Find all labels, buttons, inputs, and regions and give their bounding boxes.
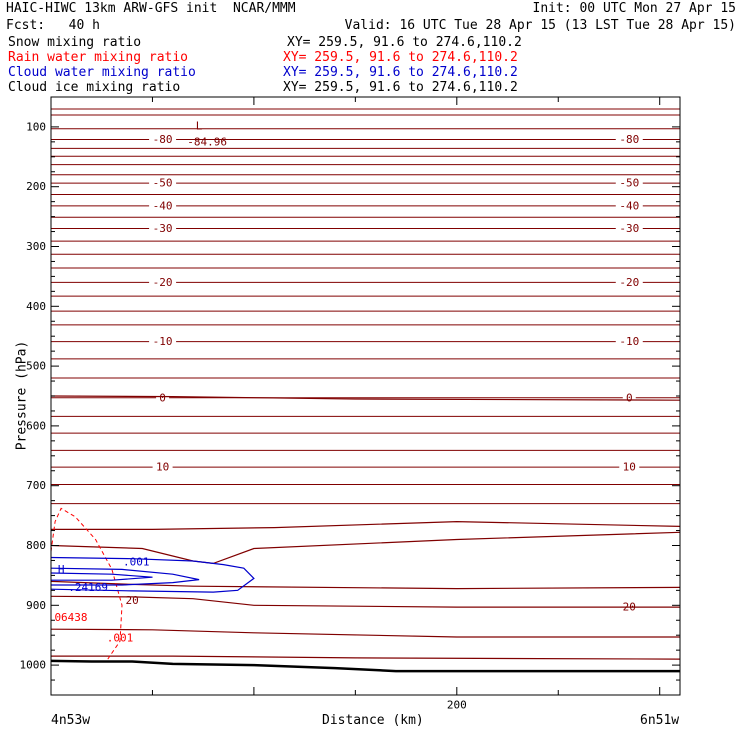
rain-water-contour: [50, 507, 123, 660]
isotherm-label: -80: [153, 133, 173, 146]
isotherm-label: 10: [623, 461, 636, 474]
init-time: Init: 00 UTC Mon 27 Apr 15: [532, 1, 737, 16]
legend-label-snow: Snow mixing ratio: [8, 35, 142, 50]
isotherm-curve: [51, 520, 681, 530]
rain-water-max-label: 06438: [54, 611, 87, 624]
isotherm-label: -10: [619, 335, 639, 348]
terrain-line: [50, 659, 680, 673]
y-tick-label: 100: [26, 120, 46, 133]
isotherm-label: -80: [619, 133, 639, 146]
isotherm-curve: [50, 580, 681, 590]
legend-xy-snow: XY= 259.5, 91.6 to 274.6,110.2: [287, 35, 522, 50]
y-tick-label: 400: [26, 300, 46, 313]
x-axis-title: Distance (km): [322, 713, 424, 728]
y-tick-label: 800: [26, 539, 46, 552]
legend-xy-cloud-water: XY= 259.5, 91.6 to 274.6,110.2: [283, 65, 518, 80]
cloud-water-contour-core: [50, 572, 153, 581]
cloud-water-contour: [50, 556, 255, 593]
y-tick-label: 900: [26, 599, 46, 612]
y-tick-label: 500: [26, 360, 46, 373]
rain-water-contour-label: .001: [107, 632, 134, 645]
endpoint-left-label: 4n53w: [51, 713, 91, 728]
isotherm-curve: [51, 655, 681, 660]
y-tick-label: 200: [26, 180, 46, 193]
y-tick-label: 600: [26, 419, 46, 432]
cloud-water-contour-label: .001: [123, 556, 150, 569]
isotherm-label: -40: [153, 199, 173, 212]
isotherm-label: -40: [619, 199, 639, 212]
temperature-min-value: -84.96: [187, 135, 227, 148]
isotherm-curve-label: 20: [126, 594, 139, 607]
y-tick-label: 1000: [20, 659, 47, 672]
legend-xy-cloud-ice: XY= 259.5, 91.6 to 274.6,110.2: [283, 80, 518, 95]
isotherm-label: 0: [626, 391, 633, 404]
temperature-min-marker: L: [196, 119, 203, 132]
cloud-water-max-marker: H: [58, 563, 65, 576]
legend-label-cloud-ice: Cloud ice mixing ratio: [8, 80, 181, 95]
isotherm-curve-label: 20: [623, 601, 636, 614]
isotherm-label: -30: [153, 222, 173, 235]
isotherm-label: -50: [153, 177, 173, 190]
legend-label-cloud-water: Cloud water mixing ratio: [8, 65, 196, 80]
cloud-water-contour-inner: [50, 567, 200, 586]
isotherm-label: 10: [156, 461, 169, 474]
isotherm-label: -20: [619, 276, 639, 289]
chart-title: HAIC-HIWC 13km ARW-GFS init NCAR/MMM: [6, 1, 296, 16]
legend-xy-rain: XY= 259.5, 91.6 to 274.6,110.2: [283, 50, 518, 65]
isotherm-label: -20: [153, 276, 173, 289]
isotherm-label: 0: [159, 391, 166, 404]
isotherm-curve: [50, 395, 681, 401]
y-tick-label: 300: [26, 240, 46, 253]
isotherm-label: -10: [153, 335, 173, 348]
cloud-water-max-label: .24169: [68, 581, 108, 594]
legend-label-rain: Rain water mixing ratio: [8, 50, 189, 65]
isotherm-label: -50: [619, 177, 639, 190]
endpoint-right-label: 6n51w: [640, 713, 680, 728]
y-axis-title: Pressure (hPa): [14, 340, 30, 451]
isotherm-label: -30: [619, 222, 639, 235]
forecast-hour: Fcst: 40 h: [6, 18, 100, 33]
y-tick-label: 700: [26, 479, 46, 492]
isotherm-curve: [50, 628, 680, 638]
valid-time: Valid: 16 UTC Tue 28 Apr 15 (13 LST Tue …: [344, 18, 736, 33]
x-tick-label: 200: [447, 699, 467, 712]
isotherm-curve: [50, 595, 680, 608]
